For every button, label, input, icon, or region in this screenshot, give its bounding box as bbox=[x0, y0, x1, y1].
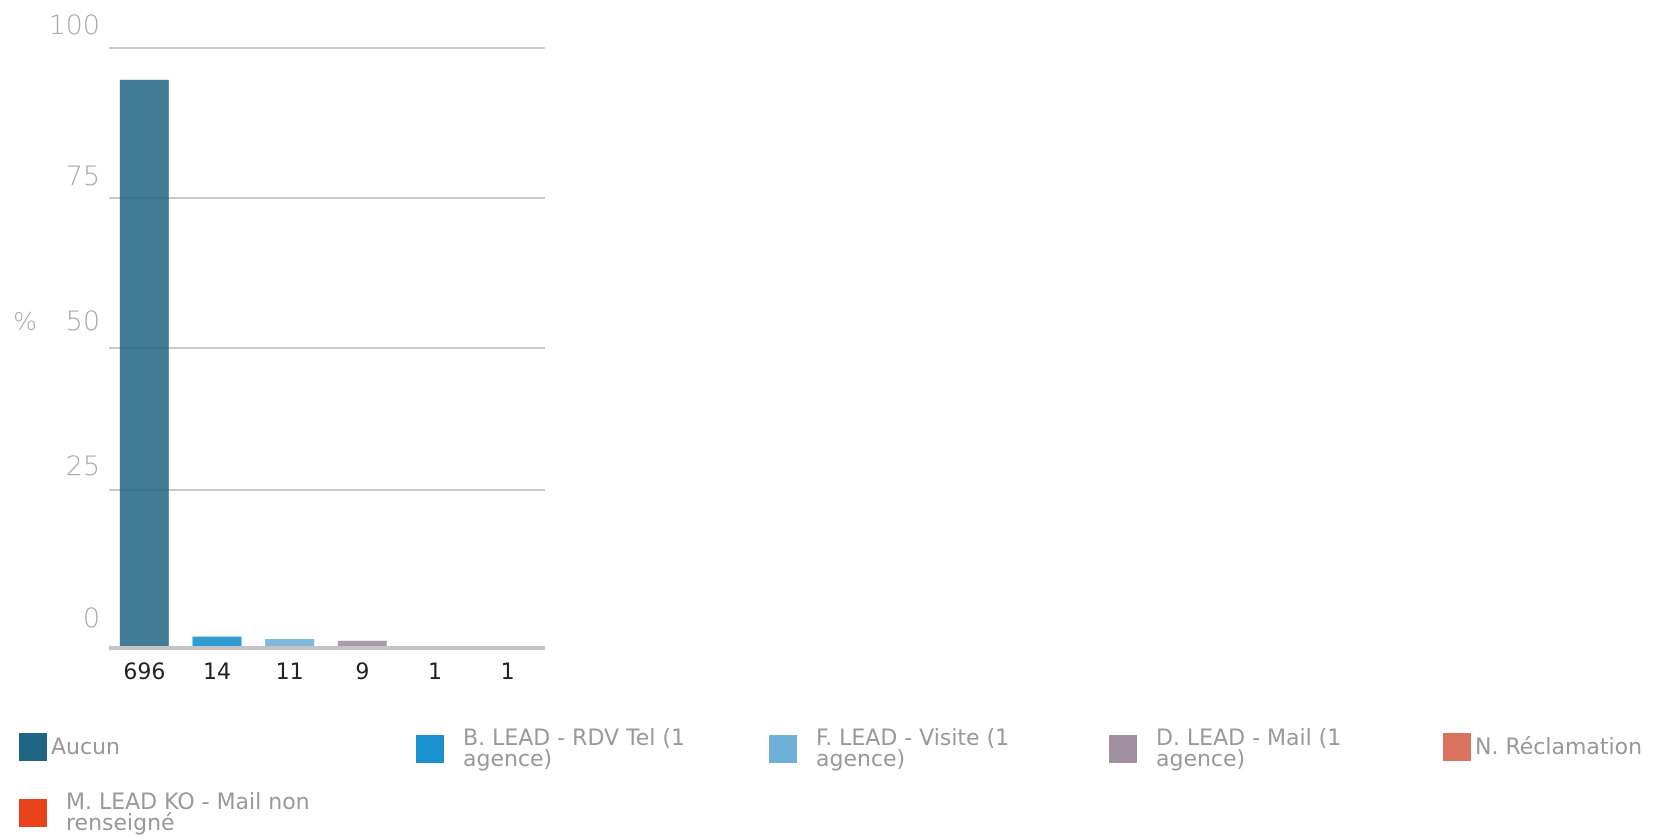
legend-swatch bbox=[416, 735, 444, 763]
legend-item-lead-ko: M. LEAD KO - Mail non renseigné bbox=[19, 790, 339, 836]
legend-swatch bbox=[19, 733, 47, 761]
legend-item-visite: F. LEAD - Visite (1 agence) bbox=[769, 726, 1059, 772]
legend-label: F. LEAD - Visite (1 agence) bbox=[816, 726, 1010, 772]
x-tick-label: 696 bbox=[123, 660, 165, 685]
legend-item-reclamation: N. Réclamation bbox=[1443, 733, 1654, 761]
y-tick-label: 25 bbox=[66, 451, 100, 482]
gridlines bbox=[109, 47, 545, 491]
legend-swatch bbox=[1443, 733, 1471, 761]
x-tick-labels: 696 14 11 9 1 1 bbox=[123, 660, 514, 685]
legend-swatch bbox=[769, 735, 797, 763]
bar bbox=[265, 639, 315, 648]
legend-item-aucun: Aucun bbox=[19, 733, 319, 761]
y-tick-label: 75 bbox=[66, 161, 100, 192]
x-tick-label: 1 bbox=[501, 660, 515, 685]
legend-swatch bbox=[1109, 735, 1137, 763]
y-tick-labels: 0 25 50 75 100 bbox=[48, 10, 100, 634]
x-tick-label: 11 bbox=[276, 660, 304, 685]
bar bbox=[337, 640, 387, 648]
legend-label: B. LEAD - RDV Tel (1 agence) bbox=[463, 726, 685, 772]
legend-item-rdv-tel: B. LEAD - RDV Tel (1 agence) bbox=[416, 726, 706, 772]
y-tick-label: 100 bbox=[48, 10, 100, 41]
legend-label: Aucun bbox=[51, 734, 120, 760]
bar bbox=[119, 79, 169, 649]
y-tick-label: 0 bbox=[83, 603, 100, 634]
y-tick-label: 50 bbox=[66, 306, 100, 337]
bar bbox=[192, 636, 242, 648]
x-tick-label: 1 bbox=[428, 660, 442, 685]
bars bbox=[119, 79, 533, 649]
legend-label: N. Réclamation bbox=[1475, 734, 1643, 760]
x-tick-label: 9 bbox=[355, 660, 369, 685]
legend-label: M. LEAD KO - Mail non renseigné bbox=[66, 790, 310, 836]
legend-swatch bbox=[19, 799, 47, 827]
x-tick-label: 14 bbox=[203, 660, 231, 685]
y-axis-label: % bbox=[13, 307, 37, 336]
legend-item-mail: D. LEAD - Mail (1 agence) bbox=[1109, 726, 1399, 772]
legend-label: D. LEAD - Mail (1 agence) bbox=[1156, 726, 1342, 772]
